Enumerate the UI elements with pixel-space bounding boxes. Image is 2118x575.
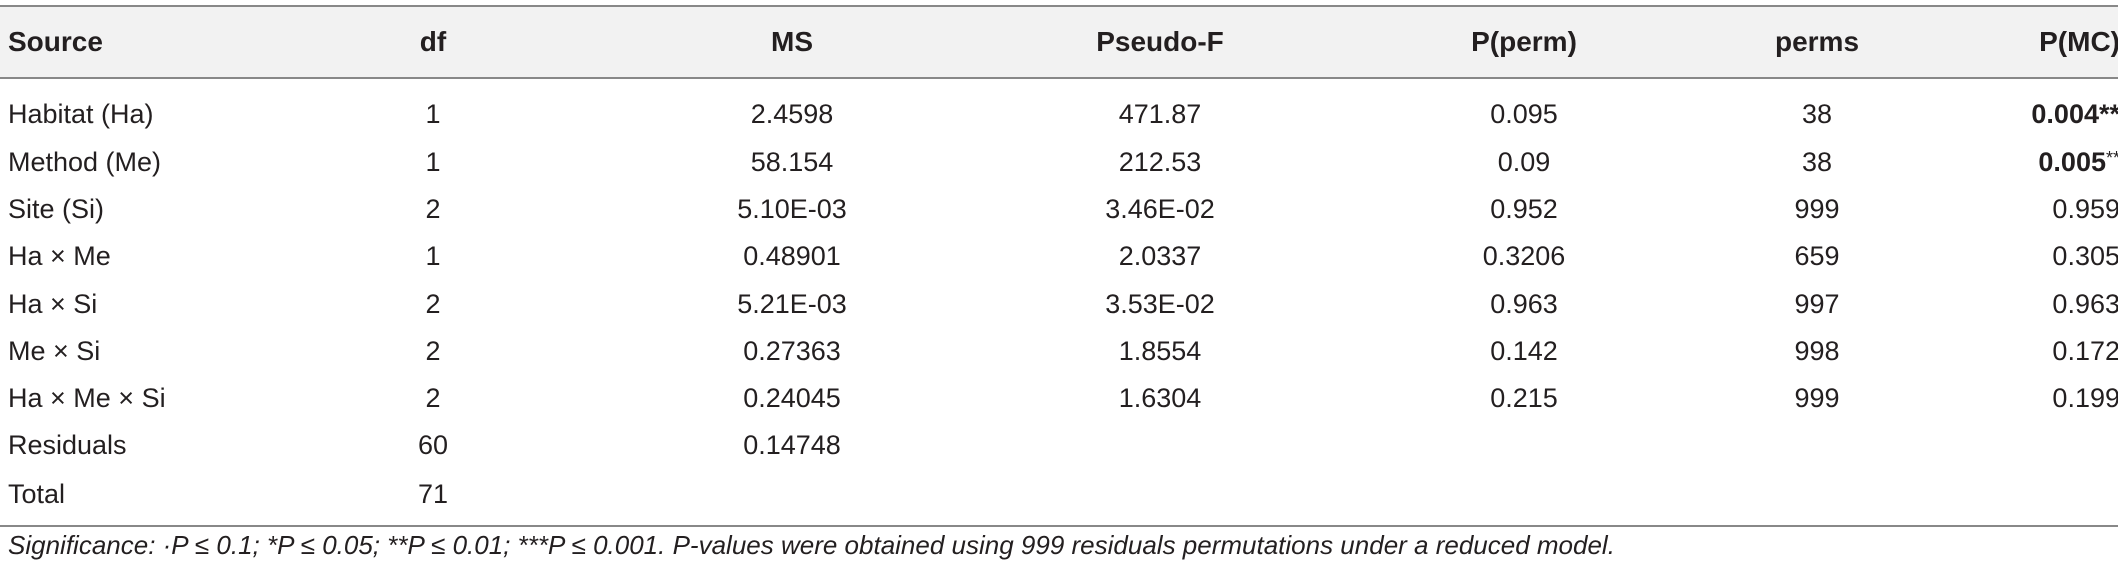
cell-ms: 0.48901 — [743, 241, 841, 272]
cell-p-perm: 0.09 — [1497, 147, 1551, 178]
cell-p-mc — [1930, 469, 2118, 526]
header-p-mc: P(MC) — [2039, 26, 2118, 57]
table-row: Me × Si 2 0.27363 1.8554 0.142 998 0.172 — [0, 328, 2118, 375]
header-df: df — [419, 26, 447, 57]
significance-marker: ** — [2098, 98, 2118, 129]
cell-p-perm — [1344, 469, 1704, 526]
cell-perms: 659 — [1794, 241, 1840, 272]
header-pseudo-f: Pseudo-F — [1096, 26, 1224, 57]
cell-ms: 58.154 — [750, 147, 834, 178]
cell-pseudo-f: 471.87 — [1118, 98, 1202, 129]
cell-perms: 38 — [1801, 147, 1833, 178]
cell-source: Ha × Me — [8, 241, 111, 272]
table-row: Ha × Si 2 5.21E-03 3.53E-02 0.963 997 0.… — [0, 281, 2118, 328]
cell-ms: 5.10E-03 — [737, 194, 847, 225]
cell-df: 2 — [425, 335, 441, 366]
cell-ms: 2.4598 — [750, 98, 834, 129]
table-row: Ha × Me × Si 2 0.24045 1.6304 0.215 999 … — [0, 375, 2118, 422]
table-header: Source df MS Pseudo-F P(perm) perms P(MC… — [0, 6, 2118, 78]
cell-p-perm: 0.095 — [1490, 98, 1558, 129]
header-source: Source — [8, 26, 103, 57]
cell-df: 2 — [425, 194, 441, 225]
cell-p-mc: 0.004** — [1930, 78, 2118, 139]
table-row: Method (Me) 1 58.154 212.53 0.09 38 0.00… — [0, 139, 2118, 186]
cell-pseudo-f: 1.8554 — [1118, 335, 1202, 366]
cell-p-perm: 0.963 — [1490, 288, 1558, 319]
cell-df: 71 — [417, 478, 449, 509]
cell-p-mc: 0.959 — [2052, 194, 2118, 225]
cell-perms: 999 — [1794, 194, 1840, 225]
cell-perms: 999 — [1794, 383, 1840, 414]
cell-source: Site (Si) — [8, 194, 105, 225]
cell-source: Method (Me) — [8, 147, 162, 178]
table-row: Ha × Me 1 0.48901 2.0337 0.3206 659 0.30… — [0, 233, 2118, 280]
cell-perms: 998 — [1794, 335, 1840, 366]
cell-perms — [1704, 469, 1930, 526]
header-ms: MS — [771, 26, 813, 57]
cell-ms — [608, 469, 976, 526]
cell-p-mc: 0.199 — [2052, 383, 2118, 414]
cell-p-perm — [1344, 422, 1704, 469]
cell-p-perm: 0.142 — [1490, 335, 1558, 366]
cell-ms: 0.24045 — [743, 383, 841, 414]
cell-df: 1 — [425, 241, 441, 272]
cell-perms: 38 — [1801, 98, 1833, 129]
cell-pseudo-f: 212.53 — [1118, 147, 1202, 178]
cell-perms — [1704, 422, 1930, 469]
cell-p-mc — [1930, 422, 2118, 469]
p-mc-value: 0.004 — [2031, 98, 2099, 129]
p-mc-value: 0.005 — [2038, 147, 2106, 178]
cell-df: 1 — [425, 98, 441, 129]
cell-p-mc: 0.305 — [2052, 241, 2118, 272]
table-row: Habitat (Ha) 1 2.4598 471.87 0.095 38 0.… — [0, 78, 2118, 139]
permanova-table: Source df MS Pseudo-F P(perm) perms P(MC… — [0, 5, 2118, 527]
header-perms: perms — [1774, 26, 1860, 57]
cell-perms: 997 — [1794, 288, 1840, 319]
cell-p-perm: 0.3206 — [1482, 241, 1566, 272]
table-footnote: Significance: ·P ≤ 0.1; *P ≤ 0.05; **P ≤… — [8, 530, 1615, 560]
cell-source: Residuals — [8, 430, 127, 461]
cell-pseudo-f: 2.0337 — [1118, 241, 1202, 272]
cell-source: Me × Si — [8, 335, 101, 366]
cell-pseudo-f: 3.46E-02 — [1105, 194, 1215, 225]
cell-p-mc: 0.005** — [1930, 139, 2118, 186]
table-row: Total 71 — [0, 469, 2118, 527]
cell-p-mc: 0.172 — [2052, 335, 2118, 366]
cell-p-perm: 0.215 — [1490, 383, 1558, 414]
cell-source: Total — [8, 478, 66, 509]
cell-p-mc: 0.963 — [2052, 288, 2118, 319]
cell-ms: 0.27363 — [743, 335, 841, 366]
cell-ms: 0.14748 — [743, 430, 841, 461]
table-row: Site (Si) 2 5.10E-03 3.46E-02 0.952 999 … — [0, 186, 2118, 233]
cell-pseudo-f: 1.6304 — [1118, 383, 1202, 414]
cell-pseudo-f: 3.53E-02 — [1105, 288, 1215, 319]
cell-df: 2 — [425, 383, 441, 414]
cell-pseudo-f — [976, 469, 1344, 526]
cell-source: Ha × Si — [8, 288, 98, 319]
header-p-perm: P(perm) — [1471, 26, 1577, 57]
cell-ms: 5.21E-03 — [737, 288, 847, 319]
cell-source: Ha × Me × Si — [8, 383, 166, 414]
cell-pseudo-f — [976, 422, 1344, 469]
cell-source: Habitat (Ha) — [8, 98, 154, 129]
cell-df: 60 — [417, 430, 449, 461]
cell-p-perm: 0.952 — [1490, 194, 1558, 225]
cell-df: 2 — [425, 288, 441, 319]
table-row: Residuals 60 0.14748 — [0, 422, 2118, 469]
significance-marker: ** — [2105, 148, 2118, 169]
table-body: Habitat (Ha) 1 2.4598 471.87 0.095 38 0.… — [0, 78, 2118, 527]
cell-df: 1 — [425, 147, 441, 178]
header-row: Source df MS Pseudo-F P(perm) perms P(MC… — [0, 6, 2118, 78]
